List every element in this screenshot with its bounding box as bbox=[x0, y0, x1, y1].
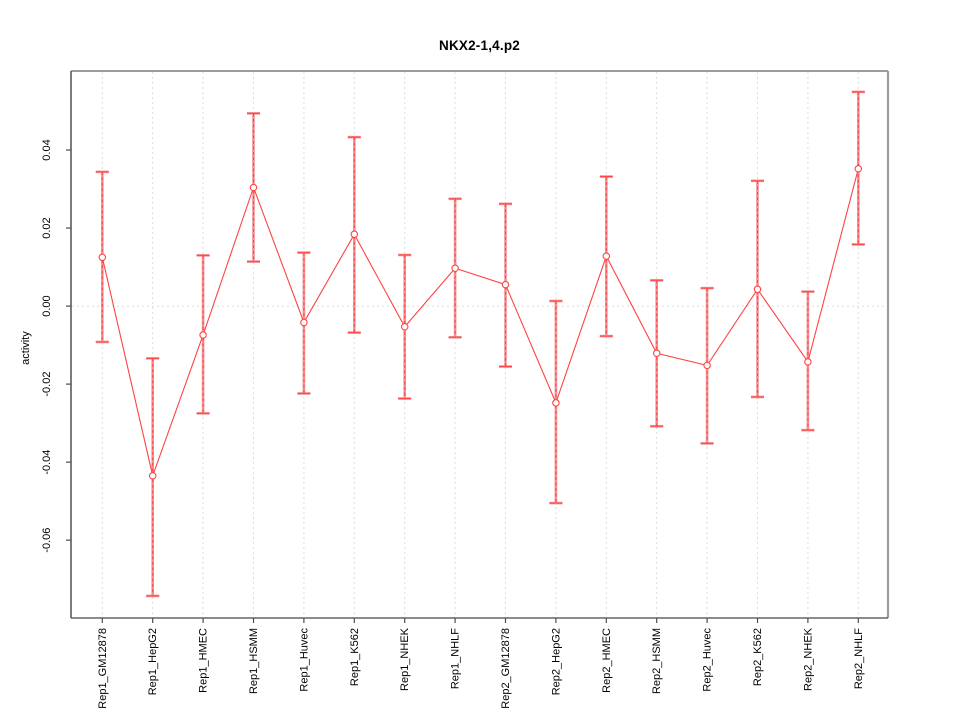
x-axis-labels: Rep1_GM12878 Rep1_HepG2 Rep1_HMEC Rep1_HSMM… bbox=[97, 627, 865, 708]
data-point-Rep2_HepG2 bbox=[552, 399, 560, 407]
x-tick-label-Rep2_HMEC: Rep2_HMEC bbox=[601, 628, 613, 693]
chart-title: NKX2-1,4.p2 bbox=[439, 38, 520, 53]
x-gridlines bbox=[101, 72, 859, 617]
y-tick-label-0.04: 0.04 bbox=[41, 139, 53, 160]
data-point-Rep1_HMEC bbox=[199, 331, 207, 339]
x-tick-label-Rep1_HMEC: Rep1_HMEC bbox=[198, 628, 210, 693]
data-point-Rep2_NHEK bbox=[804, 358, 812, 366]
y-tick-label-0.02: 0.02 bbox=[41, 217, 53, 238]
data-point-Rep1_HSMM bbox=[249, 183, 258, 192]
y-tick-label--0.04: -0.04 bbox=[41, 450, 53, 475]
data-point-Rep1_K562 bbox=[350, 230, 359, 239]
x-tick-label-Rep1_NHEK: Rep1_NHEK bbox=[399, 627, 411, 691]
data-points bbox=[98, 165, 863, 480]
x-tick-label-Rep2_HSMM: Rep2_HSMM bbox=[651, 628, 663, 694]
x-tick-label-Rep2_Huvec: Rep2_Huvec bbox=[702, 628, 714, 692]
data-point-Rep2_K562 bbox=[753, 285, 762, 294]
series-line bbox=[101, 168, 859, 478]
x-tick-label-Rep2_HepG2: Rep2_HepG2 bbox=[550, 628, 562, 695]
y-axis-title: activity bbox=[20, 331, 32, 365]
x-tick-label-Rep1_HSMM: Rep1_HSMM bbox=[248, 628, 260, 694]
y-tick-label--0.06: -0.06 bbox=[41, 528, 53, 553]
series-line-group bbox=[101, 168, 859, 478]
data-point-Rep2_NHLF bbox=[854, 165, 863, 173]
x-tick-label-Rep2_NHEK: Rep2_NHEK bbox=[802, 627, 814, 691]
data-point-Rep1_HepG2 bbox=[148, 472, 157, 480]
error-bars bbox=[95, 90, 865, 598]
x-tick-label-Rep1_K562: Rep1_K562 bbox=[349, 628, 361, 686]
data-point-Rep1_NHLF bbox=[451, 264, 459, 272]
x-tick-label-Rep1_GM12878: Rep1_GM12878 bbox=[97, 628, 109, 709]
plot-frame bbox=[70, 70, 890, 619]
x-tick-label-Rep2_K562: Rep2_K562 bbox=[752, 628, 764, 686]
data-point-Rep1_Huvec bbox=[300, 318, 308, 327]
data-point-Rep2_HSMM bbox=[652, 349, 661, 358]
x-tick-label-Rep2_NHLF: Rep2_NHLF bbox=[853, 628, 865, 689]
data-point-Rep2_HMEC bbox=[602, 252, 611, 260]
y-tick-label-0.00: 0.00 bbox=[41, 295, 53, 316]
y-axis-ticks bbox=[66, 149, 71, 541]
data-point-Rep1_GM12878 bbox=[98, 253, 107, 262]
x-tick-label-Rep2_GM12878: Rep2_GM12878 bbox=[500, 628, 512, 709]
data-point-Rep2_GM12878 bbox=[501, 280, 510, 289]
x-tick-label-Rep1_HepG2: Rep1_HepG2 bbox=[147, 628, 159, 695]
data-point-Rep2_Huvec bbox=[703, 361, 711, 370]
x-tick-label-Rep1_Huvec: Rep1_Huvec bbox=[298, 628, 310, 692]
x-tick-label-Rep1_NHLF: Rep1_NHLF bbox=[450, 628, 462, 689]
y-tick-label--0.02: -0.02 bbox=[41, 372, 53, 397]
x-axis-ticks bbox=[101, 618, 859, 623]
y-axis-labels: 0.04 0.02 0.00 -0.02 -0.04 -0.06 bbox=[41, 139, 53, 552]
data-point-Rep1_NHEK bbox=[400, 322, 409, 331]
